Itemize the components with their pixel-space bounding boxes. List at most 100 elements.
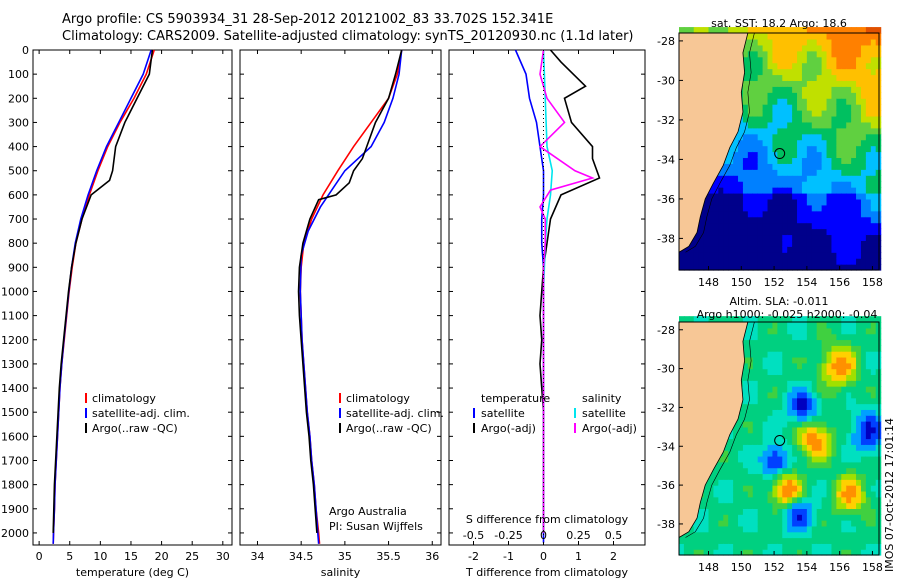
sla_map-cell [875,490,882,498]
sla_map-cell [836,496,842,504]
sla_map-cell [742,520,749,527]
sst_map-cell [728,198,734,206]
sla_map-cell [806,426,813,434]
sla_map-cell [752,333,759,341]
sst_map-cell [752,163,759,170]
sst_map-cell [747,50,754,58]
sla_map-cell [865,432,872,440]
sst_map-cell [738,181,744,188]
sla_map-cell [856,525,862,533]
sla_map-cell [801,485,808,492]
sla_map-cell [742,444,749,451]
sla_map-cell [777,473,783,480]
sla_map-cell [831,461,837,469]
sla_map-cell [860,368,867,376]
sst_map-cell [856,175,862,182]
sst_map-cell [762,240,769,247]
sla_map-cell [747,327,754,335]
sst_map-cell [787,27,793,34]
sla_map-cell [762,461,769,469]
map-lat-tick-label: -36 [657,193,675,206]
sst_map-cell [742,104,749,111]
sst_map-cell [865,133,872,141]
sla_map-cell [782,374,788,381]
sla_map-cell [826,479,833,486]
sst_map-cell [738,240,744,247]
sla_map-cell [841,525,847,533]
sst_map-cell [831,163,837,170]
sla_map-cell [762,490,769,498]
sst_map-cell [747,151,754,159]
sst_map-cell [826,62,833,70]
sst_map-cell [752,38,759,46]
sst_map-cell [738,169,744,176]
sst_map-cell [801,110,808,117]
sla_map-cell [831,531,837,539]
sla_map-cell [767,450,774,457]
sla_map-cell [836,455,842,463]
sla_map-cell [752,444,759,451]
sla_map-cell [792,362,798,370]
sst_map-cell [831,151,837,159]
sst_map-cell [698,228,705,236]
sst_map-cell [856,157,862,164]
sla_map-cell [733,543,739,550]
sst_map-cell [870,258,877,265]
sla_map-cell [767,508,774,515]
sla_map-cell [767,415,774,422]
sst_map-cell [851,264,857,271]
sst_map-cell [875,204,882,212]
sla_map-cell [767,409,774,416]
sst_map-cell [836,98,842,105]
sla_map-cell [816,525,823,533]
sla_map-cell [752,409,759,416]
sst_map-cell [787,192,793,200]
sst_map-cell [831,246,837,253]
sla_map-cell [767,374,774,381]
sst_map-cell [733,139,739,147]
sla_map-cell [816,386,823,393]
sst_map-cell [865,127,872,135]
sst_map-cell [738,127,744,135]
sst_map-cell [856,127,862,135]
sst_map-cell [831,181,837,188]
sla_map-cell [870,467,877,475]
sst_map-cell [742,175,749,182]
sst_map-cell [831,264,837,271]
sla_map-cell [821,339,828,346]
sst_map-cell [747,181,754,188]
sst_map-cell [831,234,837,241]
sla_map-cell [856,339,862,346]
sla_map-cell [782,461,788,469]
sst_map-cell [772,175,778,182]
sla_map-cell [831,543,837,550]
sst_map-cell [860,246,867,253]
sla_map-cell [787,339,793,346]
sst_map-cell [816,92,823,99]
sst_map-cell [703,228,710,236]
sla_map-cell [870,461,877,469]
sst_map-cell [787,234,793,241]
sst_map-cell [860,145,867,153]
sst_map-cell [767,56,774,64]
sla_map-cell [728,461,734,469]
sst_map-cell [742,92,749,99]
sla_map-cell [718,508,724,515]
sst_map-cell [683,27,690,34]
sst_map-cell [792,222,798,230]
sla_map-cell [777,496,783,504]
sla_map-cell [826,409,833,416]
sst_map-cell [767,33,774,40]
sla_map-cell [826,351,833,358]
sst_map-cell [831,98,837,105]
sst_map-cell [752,110,759,117]
x-tick-label: 36 [425,550,439,563]
sst_map-cell [772,234,778,241]
sla_map-cell [811,426,818,434]
sla_map-cell [856,316,862,323]
sla_map-cell [851,426,857,434]
sla_map-cell [747,473,754,480]
sst_map-cell [870,240,877,247]
sst_map-cell [816,264,823,271]
map-lon-tick-label: 152 [764,561,785,574]
